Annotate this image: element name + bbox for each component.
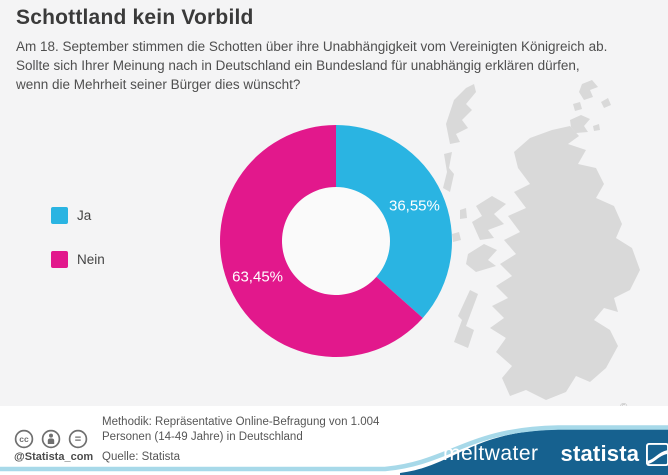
brand-row: meltwater statista (443, 441, 668, 467)
chart-legend: Ja Nein (51, 207, 105, 295)
svg-text:cc: cc (19, 434, 29, 444)
legend-swatch-nein (51, 251, 68, 268)
donut-hole (282, 187, 390, 295)
legend-item-nein: Nein (51, 251, 105, 268)
page-title: Schottland kein Vorbild (16, 6, 254, 29)
cc-nd-equals-icon (68, 429, 88, 449)
slice-label-nein: 63,45% (232, 268, 283, 285)
cc-by-person-icon (41, 429, 61, 449)
brand-wave (0, 425, 668, 475)
statista-wordmark: statista (560, 441, 640, 466)
legend-swatch-ja (51, 207, 68, 224)
donut-slice-nein (220, 125, 423, 357)
subtitle: Am 18. September stimmen die Schotten üb… (16, 39, 608, 93)
methodology-text: Methodik: Repräsentative Online-Befragun… (102, 416, 380, 443)
scotland-map-icon (443, 80, 640, 400)
cc-handle: @Statista_com (14, 451, 94, 463)
legend-label-ja: Ja (77, 208, 92, 223)
brand-bar (400, 429, 668, 475)
donut-chart: 36,55% 63,45% (220, 125, 452, 357)
source-text: Quelle: Statista (102, 451, 180, 463)
donut-slice-ja (336, 125, 452, 318)
svg-text:=: = (75, 434, 81, 446)
statista-logo-icon (646, 442, 668, 466)
meltwater-logo: meltwater (443, 442, 539, 465)
creative-commons-icons: cc = (14, 429, 88, 449)
cc-icon (14, 429, 34, 449)
slice-label-ja: 36,55% (389, 198, 440, 215)
legend-label-nein: Nein (77, 252, 105, 267)
legend-item-ja: Ja (51, 207, 105, 224)
wave-line (0, 425, 668, 472)
